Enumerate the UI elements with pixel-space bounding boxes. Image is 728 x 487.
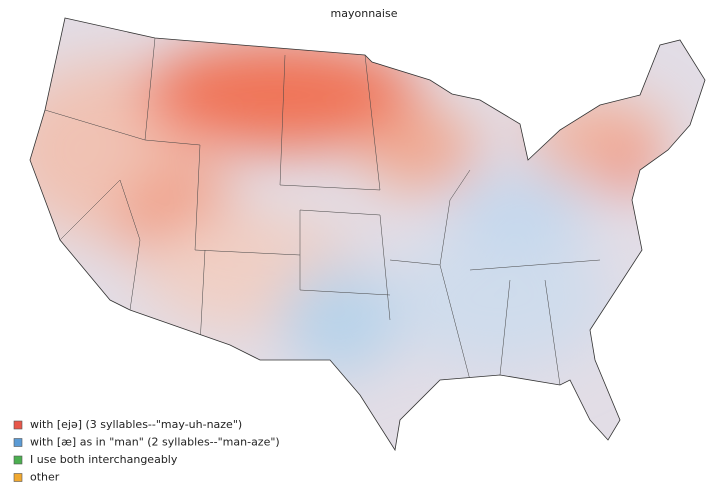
heat-blobs — [30, 40, 670, 375]
state-line — [279, 54, 381, 191]
blob — [280, 265, 400, 375]
state-line — [44, 109, 146, 311]
legend-label: with [æ] as in "man" (2 syllables--"man-… — [30, 436, 280, 449]
blob — [360, 110, 480, 190]
title: mayonnaise — [331, 7, 398, 20]
blob — [140, 40, 420, 150]
blob — [450, 170, 590, 250]
legend-swatch — [13, 438, 23, 447]
legend-swatch — [13, 455, 23, 465]
state-line — [389, 169, 471, 381]
legend-swatch — [13, 420, 23, 430]
blob — [530, 95, 670, 185]
state-line — [144, 37, 391, 321]
state-line — [199, 249, 391, 346]
state-line — [469, 259, 601, 386]
legend-label: I use both interchangeably — [30, 453, 178, 466]
blob — [612, 148, 648, 192]
legend-label: with [ejə] (3 syllables--"may-uh-naze") — [30, 418, 242, 431]
legend-swatch — [13, 473, 23, 482]
legend-label: other — [30, 471, 60, 484]
legend: with [ejə] (3 syllables--"may-uh-naze") w… — [13, 418, 280, 484]
state-lines — [44, 37, 601, 386]
blob — [390, 230, 610, 370]
